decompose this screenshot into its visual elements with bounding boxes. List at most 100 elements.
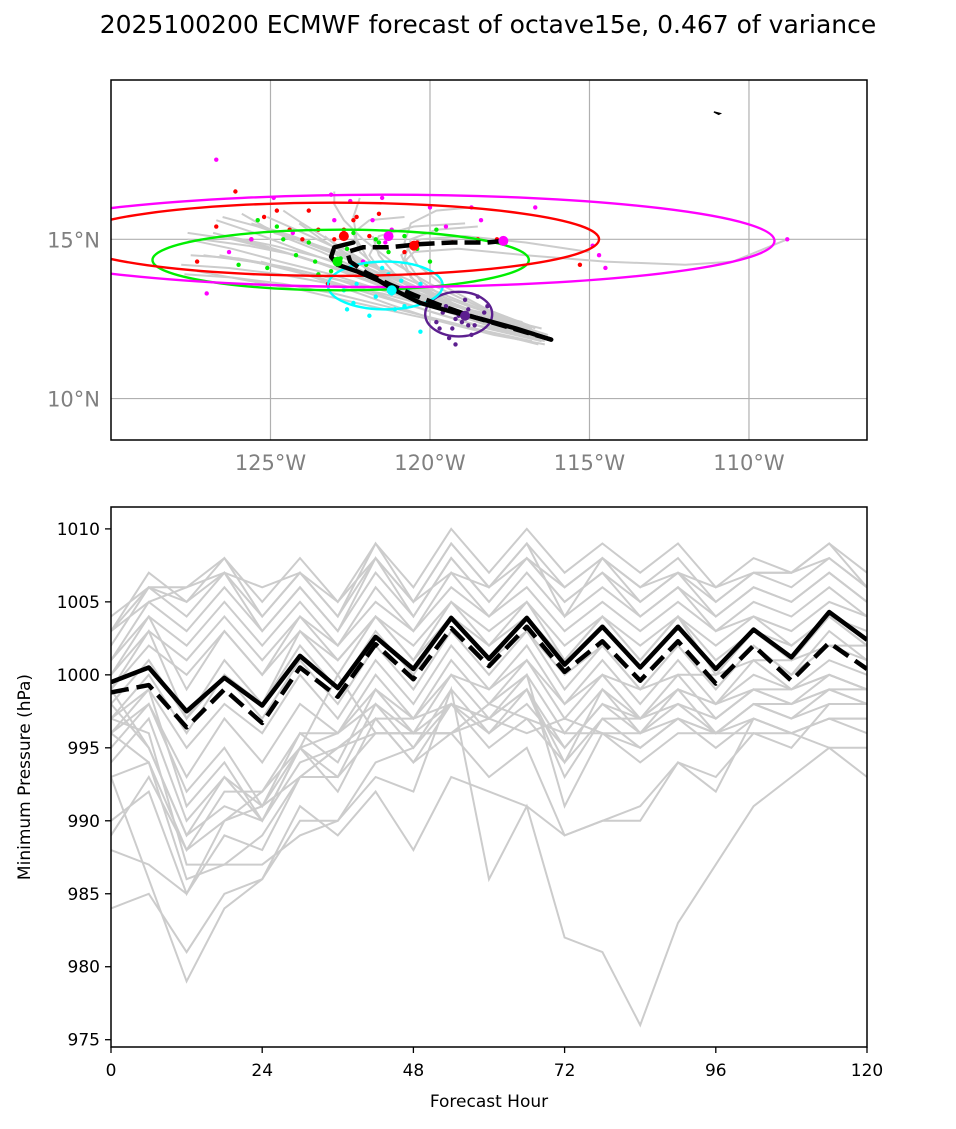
ensemble-pressure-line (111, 687, 867, 823)
pressure-y-axis-label: Minimum Pressure (hPa) (15, 674, 35, 880)
island-outline (713, 111, 723, 116)
ensemble-mean-marker-h96 (338, 231, 349, 242)
ensemble-point-h72 (373, 237, 378, 242)
pressure-x-tick-label: 48 (403, 1061, 425, 1081)
ensemble-point-h96 (351, 217, 356, 223)
ensemble-pressure-line (111, 585, 867, 676)
ensemble-point-h24 (443, 303, 449, 309)
ensemble-point-h120 (249, 237, 254, 242)
ensemble-point-h72 (434, 227, 439, 232)
pressure-y-tick-label: 980 (68, 958, 100, 978)
ensemble-point-h120 (370, 217, 375, 223)
ensemble-point-h48 (418, 281, 423, 287)
ensemble-point-h96 (233, 189, 238, 194)
pressure-x-tick-label: 96 (705, 1061, 727, 1081)
ensemble-point-h96 (402, 249, 407, 255)
ensemble-point-h120 (603, 265, 608, 271)
ensemble-point-h120 (596, 253, 602, 258)
map-frame (110, 79, 868, 441)
ensemble-point-h96 (261, 214, 267, 220)
ensemble-point-h72 (293, 253, 299, 258)
ensemble-point-h72 (312, 259, 318, 264)
ensemble-mean-marker-h72 (332, 256, 343, 267)
ensemble-track-line (399, 238, 788, 340)
ensemble-point-h96 (367, 233, 372, 239)
mean-pressure-line-solid (111, 609, 867, 714)
ensemble-point-h120 (427, 205, 433, 210)
pressure-x-tick-label: 72 (554, 1061, 576, 1081)
ensemble-track-line (184, 273, 539, 346)
ensemble-point-h72 (351, 230, 356, 236)
ensemble-point-h96 (300, 237, 305, 242)
pressure-y-tick-label: 990 (68, 812, 100, 832)
map-y-tick-label: 15°N (47, 228, 100, 252)
ensemble-pressure-line (111, 687, 867, 823)
map-x-tick-label: 110°W (713, 451, 785, 475)
ensemble-point-h72 (344, 246, 350, 252)
uncertainty-ellipse-h96 (111, 201, 601, 278)
ensemble-pressure-line (111, 527, 867, 632)
ensemble-mean-marker-h96 (409, 240, 420, 251)
ensemble-point-h24 (466, 307, 471, 312)
ensemble-pressure-line (111, 556, 867, 633)
ensemble-point-h24 (453, 342, 458, 347)
ensemble-point-h96 (577, 262, 583, 267)
ensemble-point-h72 (274, 224, 280, 229)
pressure-x-tick-label: 0 (106, 1061, 117, 1081)
ensemble-point-h96 (194, 259, 200, 264)
uncertainty-ellipse-h24 (424, 290, 494, 338)
ensemble-point-h120 (332, 217, 337, 223)
ensemble-point-h24 (482, 310, 487, 315)
ensemble-point-h24 (450, 326, 455, 331)
pressure-panel: 0 24 48 72 96 120 975 980 985 990 995 1000 1005 1010 F… (15, 506, 883, 1112)
ensemble-point-h72 (236, 262, 241, 267)
ensemble-point-h120 (379, 195, 385, 201)
ensemble-point-h48 (418, 329, 423, 334)
ensemble-point-h120 (785, 237, 790, 242)
map-y-tick-label: 10°N (47, 388, 100, 412)
ensemble-point-h120 (214, 157, 219, 162)
ensemble-mean-marker-h120 (498, 235, 509, 246)
ensemble-pressure-line (111, 673, 867, 837)
ensemble-point-h24 (462, 297, 468, 303)
ensemble-point-h72 (306, 240, 311, 245)
map-plot-area (111, 80, 867, 440)
ensemble-point-h72 (427, 259, 433, 264)
ensemble-point-h24 (472, 323, 477, 328)
ensemble-point-h72 (328, 268, 334, 274)
ensemble-track-line (371, 235, 546, 343)
pressure-y-tick-label: 1010 (57, 520, 100, 540)
pressure-x-axis-label: Forecast Hour (430, 1092, 548, 1112)
ensemble-pressure-line (111, 687, 867, 853)
pressure-frame (110, 506, 868, 1048)
ensemble-point-h96 (214, 224, 219, 229)
ensemble-point-h48 (379, 265, 385, 271)
ensemble-point-h96 (332, 237, 337, 242)
ensemble-pressure-line (111, 703, 867, 897)
uncertainty-ellipse-h120 (111, 193, 776, 289)
ensemble-point-h120 (226, 249, 232, 255)
ensemble-mean-marker-h48 (386, 285, 397, 296)
figure-title: 2025100200 ECMWF forecast of octave15e, … (99, 10, 877, 39)
ensemble-point-h24 (437, 326, 442, 331)
ensemble-pressure-line (111, 541, 867, 632)
ensemble-mean-marker-h24 (460, 310, 471, 321)
pressure-plot-area (111, 527, 867, 1028)
pressure-y-tick-label: 975 (68, 1031, 100, 1051)
ensemble-pressure-line (111, 717, 867, 984)
ensemble-point-h24 (434, 319, 439, 325)
ensemble-point-h96 (376, 211, 382, 217)
ensemble-point-h96 (274, 208, 280, 213)
ensemble-point-h48 (354, 281, 359, 287)
ensemble-point-h72 (281, 237, 286, 242)
pressure-x-tick-label: 120 (851, 1061, 883, 1081)
ensemble-point-h96 (354, 214, 359, 220)
ensemble-point-h72 (265, 265, 270, 271)
ensemble-point-h24 (459, 319, 465, 325)
ensemble-point-h72 (386, 249, 391, 255)
ensemble-mean-marker-h120 (383, 231, 394, 242)
ensemble-point-h96 (306, 208, 311, 213)
pressure-y-tick-label: 995 (68, 739, 100, 759)
